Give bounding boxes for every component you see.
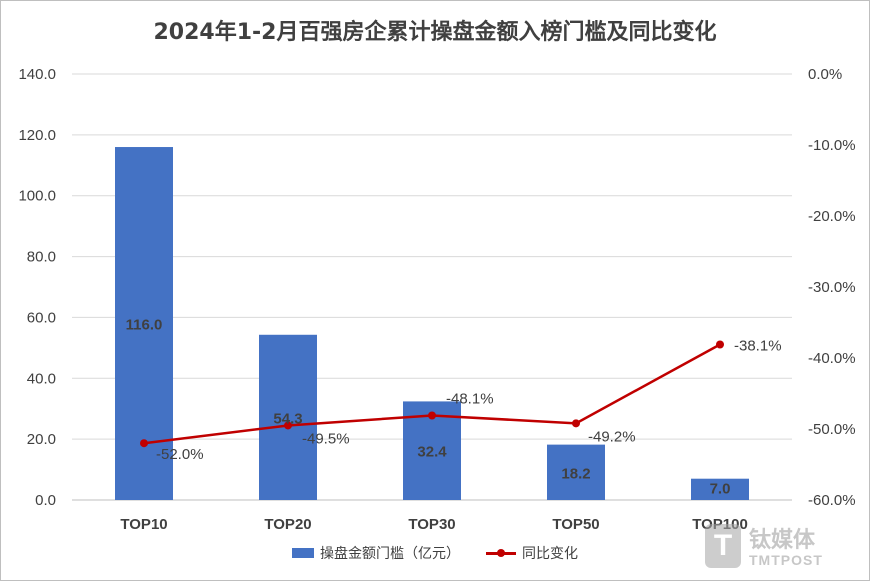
legend-line-label: 同比变化	[522, 546, 578, 562]
bar-data-label: 7.0	[710, 481, 731, 498]
y-right-tick-label: -50.0%	[808, 421, 856, 438]
legend-bar-label: 操盘金额门槛（亿元）	[320, 546, 460, 562]
legend-bar-swatch	[292, 548, 314, 558]
bar-data-label: 54.3	[273, 410, 302, 427]
line-point	[140, 439, 148, 448]
y-right-tick-label: 0.0%	[808, 66, 842, 83]
y-right-tick-label: -40.0%	[808, 350, 856, 367]
legend-item-line: 同比变化	[486, 543, 578, 563]
y-left-tick-label: 80.0	[27, 249, 56, 266]
bar-data-label: 18.2	[561, 465, 590, 482]
y-left-tick-label: 0.0	[35, 492, 56, 509]
bar	[259, 334, 317, 500]
line-data-label: -49.5%	[302, 430, 350, 447]
y-left-tick-label: 100.0	[18, 188, 56, 205]
line-data-label: -49.2%	[588, 428, 636, 445]
y-right-tick-label: -30.0%	[808, 279, 856, 296]
bar-data-label: 116.0	[126, 317, 163, 334]
y-left-tick-label: 40.0	[27, 370, 56, 387]
watermark-logo-icon: T	[705, 524, 741, 568]
y-right-tick-label: -10.0%	[808, 137, 856, 154]
x-category-label: TOP30	[408, 516, 455, 533]
bar	[547, 444, 605, 500]
line-data-label: -52.0%	[156, 446, 204, 463]
chart-legend: 操盘金额门槛（亿元） 同比变化	[0, 543, 870, 563]
line-point	[716, 340, 724, 349]
y-right-tick-label: -20.0%	[808, 208, 856, 225]
watermark: T 钛媒体 TMTPOST	[705, 520, 865, 576]
bar	[691, 478, 749, 500]
line-data-label: -38.1%	[734, 338, 782, 355]
line-data-label: -48.1%	[446, 391, 494, 408]
y-left-tick-label: 140.0	[18, 66, 56, 83]
line-point	[284, 421, 292, 430]
watermark-name: 钛媒体	[749, 528, 816, 553]
y-left-tick-label: 120.0	[18, 127, 56, 144]
line-point	[428, 411, 436, 420]
legend-line-swatch	[486, 548, 516, 557]
legend-item-bars: 操盘金额门槛（亿元）	[292, 543, 460, 563]
y-left-tick-label: 60.0	[27, 309, 56, 326]
watermark-name-en: TMTPOST	[749, 552, 823, 568]
chart-title: 2024年1-2月百强房企累计操盘金额入榜门槛及同比变化	[153, 20, 717, 45]
y-left-tick-label: 20.0	[27, 431, 56, 448]
line-point	[572, 419, 580, 428]
bar-data-label: 32.4	[417, 444, 447, 461]
x-category-label: TOP10	[120, 516, 167, 533]
x-category-label: TOP50	[552, 516, 599, 533]
x-category-label: TOP20	[264, 516, 311, 533]
y-right-tick-label: -60.0%	[808, 492, 856, 509]
